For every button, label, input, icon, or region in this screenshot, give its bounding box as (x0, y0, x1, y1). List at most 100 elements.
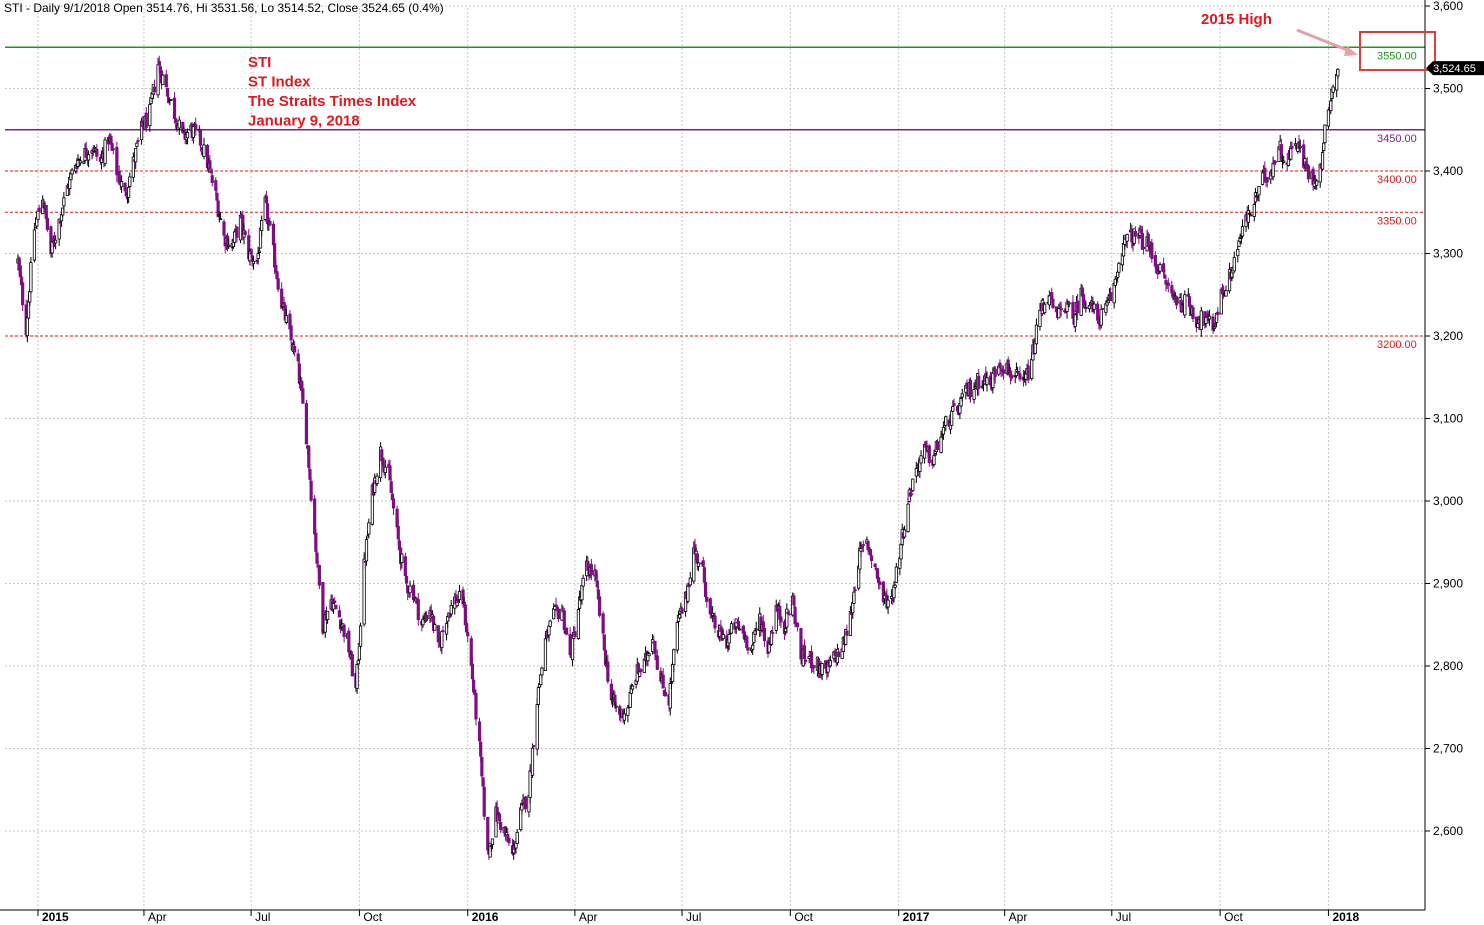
candle-body (703, 581, 708, 598)
candle-body (769, 630, 774, 645)
candle-body (1306, 165, 1311, 180)
candle-body (36, 210, 40, 220)
candle-body (1100, 307, 1104, 311)
candle-body (1076, 300, 1080, 314)
candle-body (837, 651, 841, 658)
y-tick-label: 3,300 (1433, 247, 1463, 261)
candle-body (127, 186, 131, 198)
candle-body (136, 140, 140, 142)
candle-body (919, 455, 923, 464)
last-price-tag (1426, 61, 1484, 76)
candle-body (185, 132, 190, 139)
candle-body (169, 98, 173, 101)
candle-body (886, 599, 890, 608)
candle-body (235, 226, 239, 238)
candle-body (1263, 167, 1267, 182)
candle-body (606, 661, 610, 682)
candle-body (251, 260, 256, 265)
candle-body (29, 262, 33, 293)
candle-body (729, 623, 734, 634)
candle-body (1034, 324, 1039, 345)
candle-body (602, 634, 606, 651)
candle-body (441, 630, 445, 633)
candle-body (334, 604, 338, 610)
candle-body (383, 466, 387, 473)
x-tick-label: Apr (148, 910, 167, 924)
candle-body (639, 669, 643, 672)
candle-body (852, 591, 856, 604)
candle-body (894, 566, 898, 583)
candle-body (959, 397, 963, 407)
candle-body (174, 118, 178, 123)
y-tick-label: 3,400 (1433, 164, 1463, 178)
candle-body (356, 660, 360, 665)
candle-body (362, 558, 366, 625)
candle-body (507, 837, 511, 844)
candle-body (1067, 302, 1072, 305)
candle-body (466, 631, 470, 637)
candle-body (198, 129, 203, 146)
candle-body (358, 625, 363, 647)
candle-body (543, 638, 548, 671)
candlesticks (16, 55, 1340, 860)
candle-body (313, 498, 317, 535)
x-tick-label: Oct (794, 910, 813, 924)
candle-body (576, 609, 581, 639)
candle-body (482, 786, 486, 817)
candle-body (705, 597, 709, 602)
candle-body (906, 503, 910, 532)
candle-body (573, 631, 577, 637)
candle-body (1183, 294, 1187, 316)
candle-body (1001, 369, 1006, 374)
candle-body (416, 599, 420, 620)
candle-body (32, 229, 37, 261)
candle-body (721, 634, 725, 639)
candle-body (932, 455, 936, 465)
annotation-line: ST Index (248, 74, 311, 91)
annotation-line: January 9, 2018 (248, 113, 360, 130)
candle-body (280, 288, 284, 309)
candle-body (309, 480, 313, 501)
candle-body (111, 148, 115, 151)
candle-body (941, 426, 946, 435)
candle-body (787, 613, 791, 616)
candle-body (1125, 233, 1129, 242)
candle-body (1290, 145, 1294, 149)
y-tick-label: 3,000 (1433, 494, 1463, 508)
candle-body (1106, 300, 1110, 304)
candle-body (1030, 358, 1034, 380)
candle-body (1331, 86, 1335, 93)
candle-body (268, 220, 272, 226)
candle-body (873, 563, 877, 567)
candle-body (668, 683, 672, 709)
candle-body (1170, 285, 1174, 294)
candle-body (939, 436, 943, 453)
candle-body (530, 747, 535, 776)
candle-body (972, 389, 976, 400)
candle-body (350, 654, 354, 677)
candle-body (1057, 308, 1061, 319)
candle-body (444, 623, 449, 635)
candle-body (134, 147, 138, 163)
candle-body (321, 582, 325, 634)
candle-body (675, 621, 679, 651)
candle-body (655, 655, 659, 670)
candle-body (1282, 160, 1286, 163)
x-tick-label: Oct (363, 910, 382, 924)
candle-body (135, 142, 139, 147)
candle-body (570, 635, 575, 661)
candle-body (1246, 209, 1250, 223)
candle-body (622, 713, 626, 721)
candle-body (1232, 257, 1236, 272)
high-annotation: 2015 High (1201, 11, 1272, 28)
candle-body (243, 231, 247, 235)
candle-body (977, 375, 981, 389)
candle-body (1236, 248, 1240, 257)
x-tick-label: 2016 (472, 910, 499, 924)
candle-body (899, 543, 903, 560)
candle-body (1315, 180, 1319, 186)
candle-body (1199, 310, 1203, 331)
candle-body (1018, 373, 1022, 380)
candle-body (1273, 161, 1278, 163)
